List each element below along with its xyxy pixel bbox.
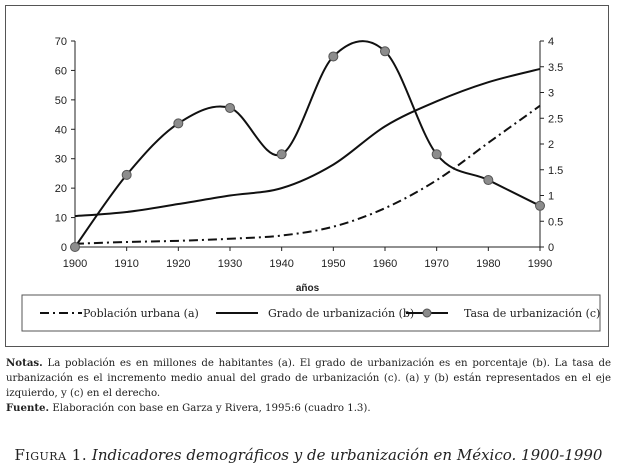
series-line-3 <box>74 40 541 248</box>
left-y-tick-label: 70 <box>55 36 67 48</box>
left-y-tick-label: 0 <box>61 242 67 254</box>
x-axis-title: años <box>296 283 320 294</box>
series-3-marker <box>535 200 545 211</box>
series-3-marker <box>380 46 390 57</box>
series-3-marker <box>225 102 235 113</box>
chart-frame <box>5 5 609 347</box>
right-y-tick-label: 3.5 <box>548 62 563 74</box>
legend-label-2: Grado de urbanización (b) <box>268 307 414 320</box>
right-y-tick-label: 2.5 <box>548 113 563 125</box>
x-tick-label: 1960 <box>373 258 397 270</box>
figure-caption: Figura 1. Indicadores demográficos y de … <box>0 446 617 464</box>
x-tick-label: 1980 <box>476 258 500 270</box>
fuente-text: Elaboración con base en Garza y Rivera, … <box>52 403 371 414</box>
notas-label: Notas. <box>6 357 43 369</box>
x-tick-label: 1930 <box>218 258 242 270</box>
legend-label-3: Tasa de urbanización (c) <box>464 307 600 320</box>
caption-prefix: Figura 1. <box>14 446 88 464</box>
series-3-marker <box>328 51 339 62</box>
left-y-tick-label: 10 <box>55 213 67 225</box>
x-tick-label: 1970 <box>424 258 448 270</box>
x-tick-label: 1910 <box>114 258 138 270</box>
notes-block: Notas. La población es en millones de ha… <box>6 356 611 416</box>
right-y-tick-label: 1 <box>548 191 554 203</box>
series-line-1 <box>74 104 541 245</box>
right-y-tick-label: 3 <box>548 88 554 100</box>
series-3-marker <box>483 175 494 186</box>
left-y-tick-label: 50 <box>55 95 67 107</box>
left-y-tick-label: 20 <box>55 183 67 195</box>
x-tick-label: 1990 <box>528 258 552 270</box>
notas-text: La población es en millones de habitante… <box>6 358 611 399</box>
notas-paragraph: Notas. La población es en millones de ha… <box>6 356 611 401</box>
series-3-marker <box>173 118 184 129</box>
right-y-tick-label: 0 <box>548 242 554 254</box>
x-tick-label: 1940 <box>269 258 293 270</box>
fuente-paragraph: Fuente. Elaboración con base en Garza y … <box>6 401 611 416</box>
left-y-tick-label: 40 <box>55 124 67 136</box>
left-y-tick-label: 60 <box>55 65 67 77</box>
right-y-tick-label: 1.5 <box>548 165 563 177</box>
legend-marker-3 <box>422 308 432 318</box>
fuente-label: Fuente. <box>6 402 50 414</box>
series-3-marker <box>431 149 442 160</box>
x-tick-label: 1950 <box>321 258 345 270</box>
x-tick-label: 1920 <box>166 258 190 270</box>
right-y-tick-label: 0.5 <box>548 216 563 228</box>
legend-box <box>21 294 601 332</box>
series-3-marker <box>276 149 287 160</box>
series-3-marker <box>70 242 80 252</box>
legend-label-1: Población urbana (a) <box>83 307 199 320</box>
right-y-tick-label: 2 <box>548 139 554 151</box>
x-tick-label: 1900 <box>63 258 87 270</box>
left-y-tick-label: 30 <box>55 154 67 166</box>
series-line-2 <box>74 67 541 218</box>
right-y-tick-label: 4 <box>548 36 554 48</box>
caption-text: Indicadores demográficos y de urbanizaci… <box>91 446 603 464</box>
series-3-marker <box>121 169 132 180</box>
chart: 0 10 20 30 40 50 60 70 0 0.5 1 1.5 2 2.5 3 3.5 4 1900 1910… <box>21 36 601 332</box>
